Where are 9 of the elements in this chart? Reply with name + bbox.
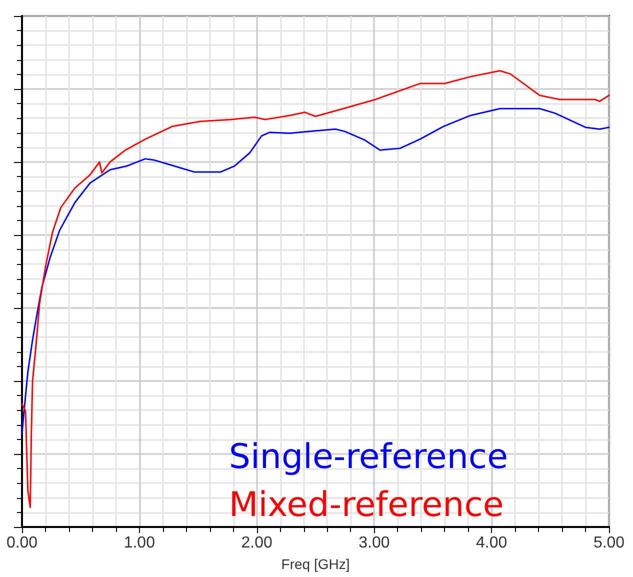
x-tick-label: 1.00 xyxy=(124,534,156,552)
x-axis-title: Freq [GHz] xyxy=(281,556,350,572)
x-tick-label: 5.00 xyxy=(593,534,625,552)
text: Single-reference xyxy=(228,437,508,477)
x-tick-label: 2.00 xyxy=(241,534,272,552)
x-tick-label: 0.00 xyxy=(6,534,38,552)
x-tick-label: 3.00 xyxy=(358,534,390,552)
x-tick-label: 4.00 xyxy=(476,534,508,552)
text: Mixed-reference xyxy=(228,485,504,525)
